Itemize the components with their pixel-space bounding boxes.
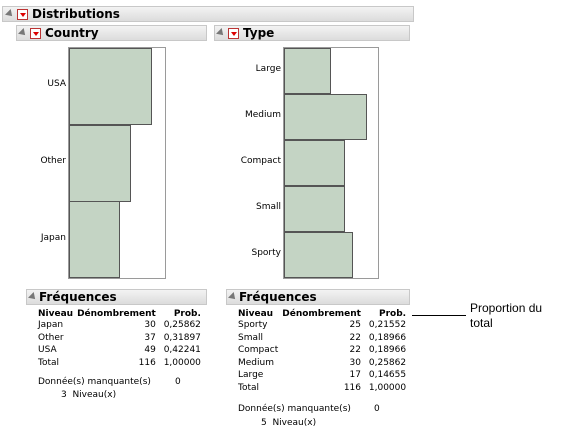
table-row: Other 37 0,31897 <box>38 332 205 345</box>
cell: USA <box>38 345 57 355</box>
bar-sporty[interactable] <box>284 232 353 278</box>
table-row: Small 22 0,18966 <box>238 332 410 345</box>
cell: 0,14655 <box>368 370 407 380</box>
cell: 0,25862 <box>368 357 407 368</box>
levels-count: 3 Niveau(x) <box>61 390 117 400</box>
bar-large[interactable] <box>284 48 331 94</box>
category-label: USA <box>47 79 66 89</box>
table-row: Large 17 0,14655 <box>238 369 410 382</box>
cell: 25 <box>349 320 361 330</box>
callout-text: Proportion du total <box>470 301 542 331</box>
bar-small[interactable] <box>284 186 345 232</box>
cell: 17 <box>349 370 361 380</box>
freq-title: Fréquences <box>239 290 317 304</box>
country-freq-header[interactable]: Fréquences <box>26 289 207 305</box>
cell: 49 <box>144 345 156 355</box>
cell: Sporty <box>238 320 268 330</box>
disclosure-triangle-icon[interactable] <box>228 292 238 302</box>
category-label: Sporty <box>251 248 282 258</box>
cell: 0,25862 <box>163 320 201 330</box>
type-freq-table: Niveau Dénombrement Prob. Sporty 25 0,21… <box>238 309 410 394</box>
cell: 0,21552 <box>368 320 407 330</box>
cell: 0,31897 <box>163 332 201 343</box>
missing-value: 0 <box>374 404 380 414</box>
missing-label: Donnée(s) manquante(s) <box>38 377 151 387</box>
table-row: Compact 22 0,18966 <box>238 344 410 357</box>
callout-leader-line <box>412 315 466 316</box>
col-header: Prob. <box>173 309 201 319</box>
cell: Small <box>238 332 263 343</box>
cell: 0,18966 <box>368 332 407 343</box>
cell: Medium <box>238 357 274 368</box>
country-freq-table: Niveau Dénombrement Prob. Japan 30 0,258… <box>38 309 205 369</box>
category-label: Medium <box>245 110 281 120</box>
red-triangle-menu-icon[interactable] <box>30 28 41 39</box>
cell: 22 <box>349 332 361 343</box>
type-header[interactable]: Type <box>214 25 410 41</box>
cell: Compact <box>238 345 279 355</box>
disclosure-triangle-icon[interactable] <box>5 9 15 19</box>
distributions-title: Distributions <box>32 7 120 21</box>
cell: 22 <box>349 345 361 355</box>
category-label: Small <box>256 202 281 212</box>
disclosure-triangle-icon[interactable] <box>216 28 226 38</box>
table-row: Total 116 1,00000 <box>38 357 205 370</box>
red-triangle-menu-icon[interactable] <box>17 9 28 20</box>
cell: 116 <box>138 357 156 368</box>
bar-compact[interactable] <box>284 140 345 186</box>
red-triangle-menu-icon[interactable] <box>228 28 239 39</box>
cell: Total <box>38 357 60 368</box>
type-bar-chart <box>283 47 379 279</box>
col-header: Niveau <box>238 309 274 319</box>
levels-count: 5 Niveau(x) <box>261 418 317 428</box>
cell: 30 <box>349 357 361 368</box>
disclosure-triangle-icon[interactable] <box>28 292 38 302</box>
table-row: Total 116 1,00000 <box>238 382 410 395</box>
cell: 0,18966 <box>368 345 407 355</box>
callout-line-2: total <box>470 316 493 330</box>
cell: Total <box>238 382 260 393</box>
country-bar-chart <box>68 47 166 279</box>
col-header: Niveau <box>38 309 74 319</box>
country-header[interactable]: Country <box>16 25 207 41</box>
category-label: Japan <box>40 233 66 243</box>
type-title: Type <box>243 26 275 40</box>
cell: Other <box>38 332 64 343</box>
table-row: Japan 30 0,25862 <box>38 319 205 332</box>
cell: 116 <box>343 382 361 393</box>
bar-japan[interactable] <box>69 201 120 278</box>
table-row: USA 49 0,42241 <box>38 344 205 357</box>
col-header: Dénombrement <box>282 309 361 319</box>
bar-medium[interactable] <box>284 94 367 140</box>
callout-line-1: Proportion du <box>470 301 543 315</box>
cell: 37 <box>144 332 156 343</box>
cell: 0,42241 <box>163 345 201 355</box>
category-label: Other <box>40 156 66 166</box>
col-header: Dénombrement <box>77 309 156 319</box>
cell: 1,00000 <box>368 382 407 393</box>
missing-value: 0 <box>175 377 181 387</box>
cell: 30 <box>144 320 156 330</box>
cell: 1,00000 <box>163 357 201 368</box>
category-label: Compact <box>240 156 281 166</box>
category-label: Large <box>255 64 281 74</box>
bar-usa[interactable] <box>69 48 152 125</box>
cell: Large <box>238 370 264 380</box>
freq-title: Fréquences <box>39 290 117 304</box>
bar-other[interactable] <box>69 125 131 202</box>
disclosure-triangle-icon[interactable] <box>18 28 28 38</box>
cell: Japan <box>38 320 64 330</box>
distributions-header[interactable]: Distributions <box>2 6 414 22</box>
col-header: Prob. <box>379 309 407 319</box>
type-freq-header[interactable]: Fréquences <box>226 289 410 305</box>
table-row: Sporty 25 0,21552 <box>238 319 410 332</box>
country-title: Country <box>45 26 99 40</box>
table-row: Medium 30 0,25862 <box>238 357 410 370</box>
missing-label: Donnée(s) manquante(s) <box>238 404 351 414</box>
